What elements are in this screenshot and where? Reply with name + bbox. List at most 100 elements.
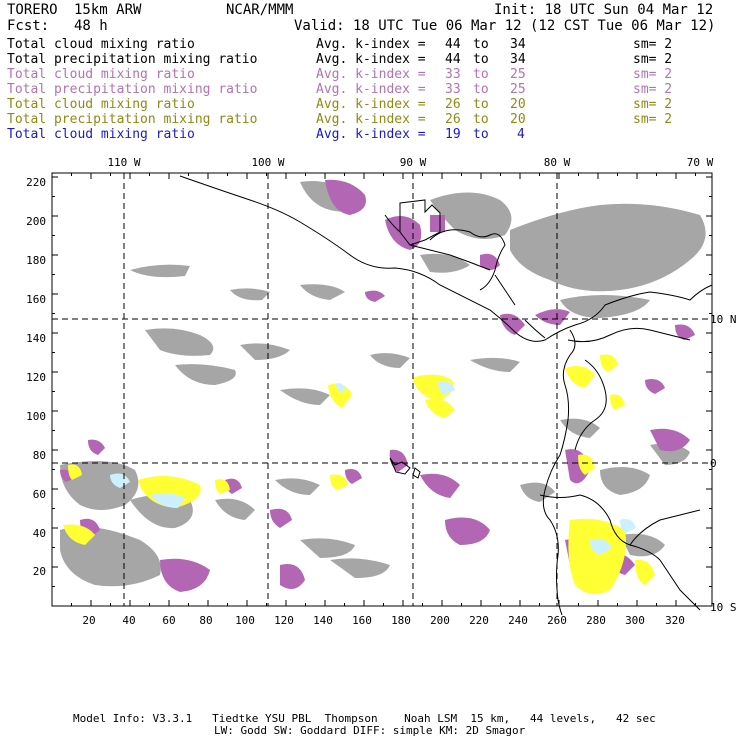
y-index-label: 160 xyxy=(26,293,46,306)
y-index-label: 60 xyxy=(33,488,46,501)
map-frame xyxy=(51,172,713,607)
legend-sm: sm= 2 xyxy=(633,112,673,127)
model-resolution: 15km ARW xyxy=(74,2,142,18)
lightblue-cloud-areas xyxy=(110,381,636,555)
lat-label: 10 S xyxy=(710,601,737,614)
legend-to: 34 xyxy=(510,37,526,52)
y-index-label: 180 xyxy=(26,254,46,267)
y-index-label: 80 xyxy=(33,449,46,462)
legend-avg-label: Avg. k-index = xyxy=(316,127,426,142)
valid-time: Valid: 18 UTC Tue 06 Mar 12 (12 CST Tue … xyxy=(294,18,716,34)
legend-from: 44 xyxy=(445,52,461,67)
y-index-label: 20 xyxy=(33,565,46,578)
legend-to: 20 xyxy=(510,97,526,112)
yellow-precip-areas xyxy=(63,354,655,594)
lon-label: 80 W xyxy=(544,156,571,169)
legend-avg-label: Avg. k-index = xyxy=(316,82,426,97)
legend-sm: sm= 2 xyxy=(633,52,673,67)
cloud-fields xyxy=(60,179,706,594)
model-name: TORERO xyxy=(7,2,58,18)
y-index-label: 120 xyxy=(26,371,46,384)
y-index-labels: 20 40 60 80 100 120 140 160 180 200 220 xyxy=(26,176,46,578)
legend-field: Total cloud mixing ratio xyxy=(7,67,195,82)
institution-label: NCAR/MMM xyxy=(226,2,294,18)
lon-label: 110 W xyxy=(107,156,140,169)
legend-from: 19 xyxy=(445,127,461,142)
x-index-label: 200 xyxy=(430,614,450,627)
x-index-labels: 20 40 60 80 100 120 140 160 180 200 220 … xyxy=(82,614,685,627)
y-tick-marks xyxy=(52,176,712,587)
legend-to-word: to xyxy=(473,127,489,142)
longitude-labels: 110 W 100 W 90 W 80 W 70 W xyxy=(107,156,713,169)
legend-to-word: to xyxy=(473,37,489,52)
legend-to-word: to xyxy=(473,82,489,97)
y-index-label: 100 xyxy=(26,410,46,423)
legend-to-word: to xyxy=(473,52,489,67)
legend-to: 20 xyxy=(510,112,526,127)
lon-label: 100 W xyxy=(251,156,284,169)
legend-row: Total cloud mixing ratio Avg. k-index = … xyxy=(7,97,672,112)
legend-field: Total precipitation mixing ratio xyxy=(7,52,258,67)
legend-from: 33 xyxy=(445,82,461,97)
legend-sm: sm= 2 xyxy=(633,67,673,82)
x-index-label: 240 xyxy=(508,614,528,627)
latitude-labels: 10 N 0 10 S xyxy=(710,313,737,614)
x-index-label: 300 xyxy=(625,614,645,627)
x-index-label: 140 xyxy=(313,614,333,627)
legend-from: 33 xyxy=(445,67,461,82)
legend-row: Total cloud mixing ratio Avg. k-index = … xyxy=(7,127,525,142)
x-index-label: 260 xyxy=(547,614,567,627)
x-index-label: 180 xyxy=(391,614,411,627)
legend-sm: sm= 2 xyxy=(633,82,673,97)
y-index-label: 220 xyxy=(26,176,46,189)
legend-to-word: to xyxy=(473,112,489,127)
y-index-label: 40 xyxy=(33,527,46,540)
x-index-label: 320 xyxy=(665,614,685,627)
lat-label: 0 xyxy=(710,457,717,470)
model-info-line1: Model Info: V3.3.1 Tiedtke YSU PBL Thomp… xyxy=(73,712,656,725)
x-index-label: 120 xyxy=(274,614,294,627)
forecast-label: Fcst: xyxy=(7,18,50,34)
legend-to: 25 xyxy=(510,67,526,82)
legend-avg-label: Avg. k-index = xyxy=(316,67,426,82)
legend-sm: sm= 2 xyxy=(633,37,673,52)
x-index-label: 160 xyxy=(352,614,372,627)
legend-to-word: to xyxy=(473,67,489,82)
x-index-label: 280 xyxy=(586,614,606,627)
legend-to: 34 xyxy=(510,52,526,67)
lon-label: 70 W xyxy=(687,156,714,169)
x-index-label: 60 xyxy=(162,614,175,627)
legend-field: Total cloud mixing ratio xyxy=(7,127,195,142)
lon-label: 90 W xyxy=(400,156,427,169)
legend-avg-label: Avg. k-index = xyxy=(316,97,426,112)
legend-avg-label: Avg. k-index = xyxy=(316,52,426,67)
model-info-line2: LW: Godd SW: Goddard DIFF: simple KM: 2D… xyxy=(214,724,526,737)
legend-field: Total precipitation mixing ratio xyxy=(7,112,258,127)
legend-row: Total cloud mixing ratio Avg. k-index = … xyxy=(7,37,672,52)
legend-to-word: to xyxy=(473,97,489,112)
init-time: Init: 18 UTC Sun 04 Mar 12 xyxy=(494,2,714,18)
legend-avg-label: Avg. k-index = xyxy=(316,112,426,127)
x-index-label: 100 xyxy=(235,614,255,627)
legend-field: Total precipitation mixing ratio xyxy=(7,82,258,97)
legend-row: Total precipitation mixing ratio Avg. k-… xyxy=(7,112,672,127)
forecast-hour: 48 h xyxy=(74,18,108,34)
x-index-label: 40 xyxy=(122,614,135,627)
legend-sm: sm= 2 xyxy=(633,97,673,112)
y-index-label: 200 xyxy=(26,215,46,228)
x-tick-marks xyxy=(71,173,696,606)
x-index-label: 20 xyxy=(82,614,95,627)
x-index-label: 80 xyxy=(199,614,212,627)
legend-to: 4 xyxy=(517,127,525,142)
legend-row: Total cloud mixing ratio Avg. k-index = … xyxy=(7,67,672,82)
legend-avg-label: Avg. k-index = xyxy=(316,37,426,52)
lat-lon-grid xyxy=(52,173,712,606)
legend-to: 25 xyxy=(510,82,526,97)
legend-field: Total cloud mixing ratio xyxy=(7,97,195,112)
legend-field: Total cloud mixing ratio xyxy=(7,37,195,52)
legend-from: 26 xyxy=(445,112,461,127)
x-index-label: 220 xyxy=(469,614,489,627)
legend-from: 26 xyxy=(445,97,461,112)
legend-row: Total precipitation mixing ratio Avg. k-… xyxy=(7,82,672,97)
